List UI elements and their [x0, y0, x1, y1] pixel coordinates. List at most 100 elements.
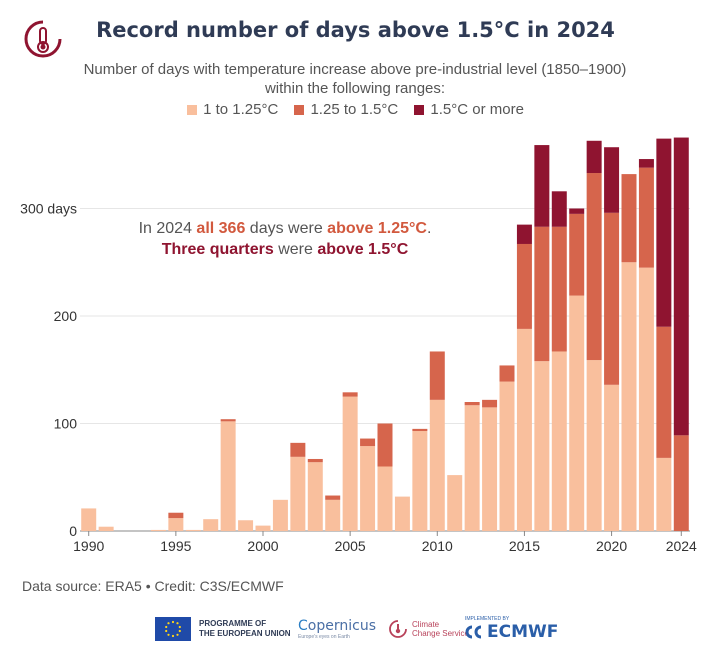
ccs-thermometer-icon	[389, 620, 407, 638]
ecmwf-swirl-icon	[465, 625, 482, 639]
bar-segment-2000-s0	[255, 525, 271, 531]
eu-logo: PROGRAMME OF THE EUROPEAN UNION	[155, 612, 291, 646]
ecmwf-logo: IMPLEMENTED BY ECMWF	[465, 612, 558, 646]
bar-segment-1999-s0	[238, 520, 254, 531]
bar-segment-1995-s0	[168, 518, 184, 531]
bar-segment-2001-s0	[272, 499, 288, 531]
bar-segment-2016-s2	[534, 145, 550, 227]
bar-segment-2006-s0	[360, 446, 376, 531]
bar-segment-2017-s1	[551, 226, 567, 352]
bar-segment-2015-s0	[516, 328, 532, 531]
chart-annotation: In 2024 all 366 days were above 1.25°C. …	[100, 218, 470, 260]
bar-segment-2015-s1	[516, 243, 532, 329]
bar-segment-2003-s0	[307, 462, 323, 531]
eu-text-line: PROGRAMME OF	[199, 619, 267, 628]
eu-logo-text: PROGRAMME OF THE EUROPEAN UNION	[199, 619, 291, 639]
bar-segment-2019-s1	[586, 173, 602, 361]
bar-segment-1997-s0	[203, 519, 219, 531]
x-tick-label: 2024	[666, 538, 697, 554]
bar-segment-2010-s1	[429, 351, 445, 400]
copernicus-logo: Copernicus Europe's eyes on Earth	[298, 612, 376, 646]
copernicus-wordmark: opernicus	[307, 618, 376, 634]
stacked-bar-chart: 0 100 200 300 days 1990 1995 2000 2005 2010 2015 2…	[20, 137, 697, 555]
annotation-text: days were	[245, 220, 328, 237]
bar-segment-1998-s0	[220, 421, 236, 531]
annotation-highlight: Three quarters	[161, 241, 274, 258]
bar-segment-2013-s1	[482, 399, 498, 408]
bar-segment-1995-s1	[168, 512, 184, 519]
bar-segment-2002-s0	[290, 456, 306, 531]
eu-text-line: THE EUROPEAN UNION	[199, 629, 291, 638]
x-tick-label: 2020	[596, 538, 627, 554]
bar-segment-2023-s0	[656, 457, 672, 531]
bar-segment-2008-s0	[394, 496, 410, 531]
bar-layer	[81, 137, 689, 531]
bar-segment-2011-s0	[447, 475, 463, 531]
bar-segment-2013-s0	[482, 407, 498, 531]
y-tick-label: 200	[54, 308, 78, 324]
bar-segment-2018-s1	[569, 213, 585, 296]
legend-label: 1.25 to 1.5°C	[310, 101, 399, 118]
bar-segment-1996-s0	[185, 529, 201, 531]
bar-segment-2012-s1	[464, 402, 480, 406]
x-tick-label: 2015	[509, 538, 540, 554]
bar-segment-2015-s2	[516, 224, 532, 244]
bar-segment-2023-s2	[656, 138, 672, 327]
x-tick-label: 2000	[247, 538, 278, 554]
annotation-highlight: above 1.25°C	[327, 220, 427, 237]
ecmwf-implemented-by: IMPLEMENTED BY	[465, 616, 510, 622]
x-tick-label: 1990	[73, 538, 104, 554]
y-tick-label: 0	[69, 523, 77, 539]
bar-segment-2020-s0	[604, 384, 620, 531]
y-tick-label: 300 days	[20, 201, 77, 217]
bar-segment-2014-s0	[499, 381, 515, 531]
bar-segment-2005-s1	[342, 392, 358, 397]
annotation-text: .	[426, 220, 432, 237]
bar-segment-2005-s0	[342, 396, 358, 531]
axis-layer: 0 100 200 300 days 1990 1995 2000 2005 2010 2015 2…	[20, 201, 697, 555]
bar-segment-2018-s2	[569, 208, 585, 214]
y-tick-label: 100	[54, 416, 78, 432]
chart-legend: 1 to 1.25°C 1.25 to 1.5°C 1.5°C or more	[0, 101, 711, 119]
bar-segment-2023-s1	[656, 326, 672, 458]
bar-segment-2021-s0	[621, 262, 637, 531]
ccs-text-line: Climate	[412, 620, 440, 629]
bar-segment-2024-s2	[673, 137, 689, 436]
partner-logos: PROGRAMME OF THE EUROPEAN UNION Copernic…	[150, 612, 590, 646]
x-tick-label: 2010	[422, 538, 453, 554]
legend-label: 1.5°C or more	[430, 101, 524, 118]
legend-label: 1 to 1.25°C	[203, 101, 279, 118]
bar-segment-2017-s2	[551, 191, 567, 227]
annotation-text: In 2024	[138, 220, 197, 237]
bar-segment-1990-s0	[81, 508, 97, 531]
copernicus-c-mark: C	[298, 618, 308, 634]
bar-segment-2019-s0	[586, 360, 602, 531]
bar-segment-2022-s0	[638, 267, 654, 531]
legend-item-1-to-1-25: 1 to 1.25°C	[187, 101, 278, 118]
bar-segment-2006-s1	[360, 438, 376, 447]
bar-segment-2019-s2	[586, 140, 602, 174]
bar-segment-2016-s0	[534, 361, 550, 531]
copernicus-tagline: Europe's eyes on Earth	[298, 634, 350, 640]
bar-segment-2022-s2	[638, 159, 654, 168]
x-tick-label: 1995	[160, 538, 191, 554]
legend-swatch	[294, 104, 305, 115]
bar-segment-2003-s1	[307, 458, 323, 463]
ecmwf-wordmark: ECMWF	[487, 622, 559, 642]
chart-subtitle: Number of days with temperature increase…	[83, 61, 627, 97]
eu-flag-icon	[155, 617, 191, 641]
climate-change-service-logo: Climate Change Service	[388, 612, 469, 646]
bar-segment-1998-s1	[220, 419, 236, 422]
bar-segment-2007-s1	[377, 423, 393, 467]
bar-segment-2020-s2	[604, 147, 620, 213]
bar-segment-2021-s1	[621, 174, 637, 263]
legend-item-1-5-or-more: 1.5°C or more	[414, 101, 524, 118]
bar-segment-2004-s0	[325, 499, 341, 531]
thermometer-logo-icon	[24, 20, 62, 58]
bar-segment-2024-s1	[673, 435, 689, 531]
bar-segment-1991-s0	[98, 526, 114, 531]
annotation-highlight: all 366	[196, 220, 246, 237]
bar-segment-1994-s0	[150, 529, 166, 531]
legend-item-1-25-to-1-5: 1.25 to 1.5°C	[294, 101, 398, 118]
bar-segment-2010-s0	[429, 399, 445, 531]
